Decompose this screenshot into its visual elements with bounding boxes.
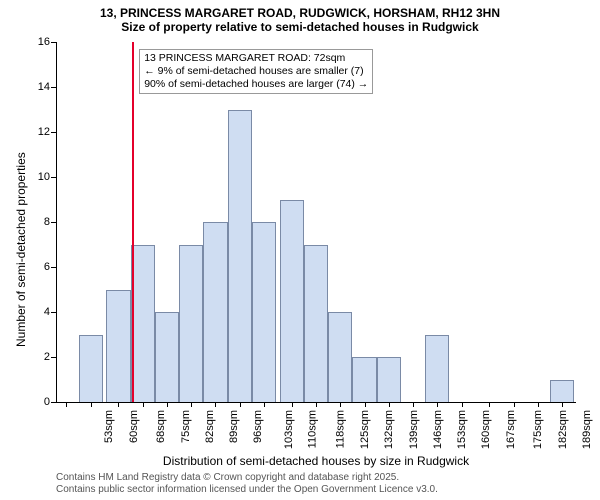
x-tick-label: 160sqm — [480, 410, 492, 449]
y-tick-label: 0 — [26, 396, 50, 408]
histogram-bar — [106, 290, 130, 403]
histogram-bar — [280, 200, 304, 403]
x-tick-label: 189sqm — [581, 410, 593, 449]
property-annotation: 13 PRINCESS MARGARET ROAD: 72sqm← 9% of … — [139, 49, 373, 94]
x-tick-label: 182sqm — [557, 410, 569, 449]
y-tick-label: 14 — [26, 81, 50, 93]
histogram-bar — [179, 245, 203, 403]
property-marker-line — [132, 42, 134, 402]
y-tick-label: 8 — [26, 216, 50, 228]
x-tick-label: 110sqm — [306, 410, 318, 448]
annotation-line: ← 9% of semi-detached houses are smaller… — [144, 65, 368, 78]
histogram-bar — [228, 110, 252, 403]
histogram-bar — [155, 312, 179, 402]
y-tick-label: 10 — [26, 171, 50, 183]
footer-line-1: Contains HM Land Registry data © Crown c… — [56, 472, 438, 484]
histogram-bar — [79, 335, 103, 403]
x-axis-label: Distribution of semi-detached houses by … — [56, 454, 576, 468]
chart-title: 13, PRINCESS MARGARET ROAD, RUDGWICK, HO… — [0, 6, 600, 35]
footer-attribution: Contains HM Land Registry data © Crown c… — [56, 472, 438, 496]
x-tick-label: 53sqm — [103, 410, 115, 443]
histogram-bar — [352, 357, 376, 402]
x-tick-label: 103sqm — [283, 410, 295, 449]
x-tick-label: 118sqm — [334, 410, 346, 448]
x-tick-label: 75sqm — [180, 410, 192, 443]
y-tick-label: 16 — [26, 36, 50, 48]
y-tick-label: 6 — [26, 261, 50, 273]
y-tick-label: 12 — [26, 126, 50, 138]
histogram-bar — [252, 222, 276, 402]
x-tick-label: 167sqm — [505, 410, 517, 449]
histogram-bar — [203, 222, 227, 402]
chart-container: 13, PRINCESS MARGARET ROAD, RUDGWICK, HO… — [0, 0, 600, 500]
x-tick-label: 82sqm — [204, 410, 216, 443]
annotation-line: 90% of semi-detached houses are larger (… — [144, 78, 368, 91]
annotation-line: 13 PRINCESS MARGARET ROAD: 72sqm — [144, 52, 368, 65]
histogram-bar — [328, 312, 352, 402]
title-line-2: Size of property relative to semi-detach… — [0, 20, 600, 34]
footer-line-2: Contains public sector information licen… — [56, 484, 438, 496]
x-tick-label: 125sqm — [359, 410, 371, 449]
x-tick-label: 68sqm — [155, 410, 167, 443]
histogram-bar — [425, 335, 449, 403]
histogram-bar — [550, 380, 574, 403]
x-tick-label: 153sqm — [456, 410, 468, 449]
x-tick-label: 175sqm — [532, 410, 544, 449]
x-tick-label: 60sqm — [128, 410, 140, 443]
y-tick-label: 2 — [26, 351, 50, 363]
x-tick-label: 96sqm — [252, 410, 264, 443]
histogram-bar — [304, 245, 328, 403]
y-tick-label: 4 — [26, 306, 50, 318]
histogram-bar — [377, 357, 401, 402]
x-tick-label: 139sqm — [408, 410, 420, 449]
x-tick-label: 146sqm — [432, 410, 444, 449]
plot-area: 13 PRINCESS MARGARET ROAD: 72sqm← 9% of … — [56, 42, 576, 402]
x-tick-label: 132sqm — [383, 410, 395, 449]
x-tick-label: 89sqm — [228, 410, 240, 443]
title-line-1: 13, PRINCESS MARGARET ROAD, RUDGWICK, HO… — [0, 6, 600, 20]
